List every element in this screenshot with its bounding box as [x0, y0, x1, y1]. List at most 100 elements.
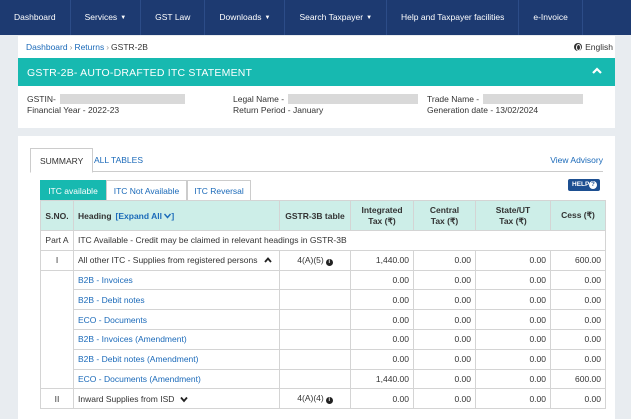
chevron-down-icon[interactable]	[180, 395, 189, 403]
section-1-heading[interactable]: All other ITC - Supplies from registered…	[73, 249, 280, 271]
gstin-field: GSTIN-	[27, 94, 185, 104]
help-label: HELP	[572, 181, 590, 188]
empty-cell	[40, 309, 74, 330]
chevron-up-icon[interactable]	[263, 256, 272, 264]
cell-integrated: 0.00	[350, 348, 414, 370]
col-state-tax: State/UT Tax (₹)	[475, 200, 551, 231]
cell-cess: 600.00	[550, 368, 606, 390]
tab-itc-reversal[interactable]: ITC Reversal	[187, 180, 251, 200]
top-nav: Dashboard Services ▼ GST Law Downloads ▼ S…	[0, 0, 631, 35]
info-icon[interactable]: i	[325, 397, 333, 405]
section-2-integrated: 0.00	[350, 388, 414, 410]
nav-gst-law[interactable]: GST Law	[141, 0, 206, 35]
expand-all-link[interactable]: [Expand All ]	[115, 210, 175, 221]
view-advisory-link[interactable]: View Advisory	[550, 155, 603, 165]
breadcrumb-returns[interactable]: Returns	[74, 42, 105, 52]
empty-cell	[279, 269, 351, 291]
breadcrumb: Dashboard › Returns › GSTR-2B	[26, 42, 148, 52]
info-icon[interactable]: i	[325, 258, 333, 266]
link-b2b-debit-notes-amendment[interactable]: B2B - Debit notes (Amendment)	[73, 348, 280, 370]
empty-cell	[279, 348, 351, 370]
section-2-central: 0.00	[413, 388, 476, 410]
nav-gst-law-label: GST Law	[155, 12, 191, 22]
section-2-heading[interactable]: Inward Supplies from ISD	[73, 388, 280, 410]
redacted-value	[483, 94, 584, 104]
caret-down-icon: ▼	[120, 15, 127, 21]
caret-down-icon: ▼	[366, 15, 373, 21]
language-selector[interactable]: English	[574, 42, 613, 52]
link-b2b-invoices-amendment[interactable]: B2B - Invoices (Amendment)	[73, 328, 280, 350]
cell-state: 0.00	[475, 289, 551, 311]
col-heading: Heading [Expand All ]	[73, 200, 280, 231]
section-2-cess: 0.00	[550, 388, 606, 410]
nav-dashboard[interactable]: Dashboard	[0, 0, 71, 35]
cell-integrated: 0.00	[350, 309, 414, 330]
return-period: Return Period - January	[233, 105, 324, 115]
redacted-value	[59, 94, 185, 104]
breadcrumb-separator: ›	[69, 42, 73, 52]
link-b2b-debit-notes[interactable]: B2B - Debit notes	[73, 289, 280, 311]
empty-cell	[40, 329, 74, 350]
section-1-gstr3b: 4(A)(5) i	[279, 249, 351, 271]
tab-itc-not-available[interactable]: ITC Not Available	[106, 180, 187, 200]
link-eco-documents[interactable]: ECO - Documents	[73, 309, 280, 330]
redacted-value	[288, 94, 419, 104]
empty-cell	[40, 349, 74, 370]
nav-search-taxpayer-label: Search Taxpayer	[299, 12, 364, 22]
col-sno: S.NO.	[40, 200, 74, 231]
help-button[interactable]: HELP?	[568, 179, 600, 191]
cell-state: 0.00	[475, 309, 551, 330]
section-2-table-ref: 4(A)(4)	[297, 393, 324, 404]
tab-itc-available[interactable]: ITC available	[40, 180, 106, 200]
part-a-sno: Part A	[40, 230, 74, 251]
chevron-up-icon[interactable]	[591, 65, 603, 77]
cell-central: 0.00	[413, 269, 476, 291]
nav-downloads[interactable]: Downloads ▼	[205, 0, 286, 35]
link-b2b-invoices[interactable]: B2B - Invoices	[73, 269, 280, 291]
section-2-gstr3b: 4(A)(4) i	[279, 388, 351, 410]
gstin-label: GSTIN-	[27, 94, 56, 104]
nav-e-invoice-label: e-Invoice	[533, 12, 568, 22]
cell-state: 0.00	[475, 368, 551, 390]
section-1-central: 0.00	[413, 249, 476, 271]
cell-cess: 0.00	[550, 348, 606, 370]
main-tabs: SUMMARY ALL TABLES View Advisory	[30, 148, 603, 173]
nav-e-invoice[interactable]: e-Invoice	[519, 0, 583, 35]
cell-central: 0.00	[413, 289, 476, 311]
section-1-table-ref: 4(A)(5)	[297, 254, 324, 265]
empty-cell	[279, 328, 351, 350]
col-heading-label: Heading	[78, 210, 112, 221]
cell-cess: 0.00	[550, 289, 606, 311]
breadcrumb-separator: ›	[106, 42, 110, 52]
breadcrumb-dashboard[interactable]: Dashboard	[26, 42, 68, 52]
question-icon: ?	[589, 181, 597, 189]
breadcrumb-current: GSTR-2B	[111, 42, 148, 52]
tab-summary[interactable]: SUMMARY	[30, 148, 94, 173]
nav-search-taxpayer[interactable]: Search Taxpayer ▼	[285, 0, 388, 35]
caret-down-icon: ▼	[264, 15, 271, 21]
nav-help-facilities-label: Help and Taxpayer facilities	[401, 12, 505, 22]
link-eco-documents-amendment[interactable]: ECO - Documents (Amendment)	[73, 368, 280, 390]
col-cess: Cess (₹)	[550, 200, 606, 231]
col-central-tax: Central Tax (₹)	[413, 200, 476, 231]
cell-integrated: 0.00	[350, 289, 414, 311]
nav-help-facilities[interactable]: Help and Taxpayer facilities	[387, 0, 520, 35]
part-a-description: ITC Available - Credit may be claimed in…	[73, 230, 606, 251]
section-1-integrated: 1,440.00	[350, 249, 414, 271]
nav-services[interactable]: Services ▼	[71, 0, 142, 35]
statement-header: GSTR-2B- AUTO-DRAFTED ITC STATEMENT	[18, 58, 615, 86]
nav-dashboard-label: Dashboard	[14, 12, 56, 22]
trade-name-field: Trade Name -	[427, 94, 584, 104]
empty-cell	[279, 309, 351, 330]
empty-cell	[279, 368, 351, 390]
nav-downloads-label: Downloads	[219, 12, 262, 22]
trade-name-label: Trade Name -	[427, 94, 480, 104]
breadcrumb-bar: Dashboard › Returns › GSTR-2B English	[18, 36, 615, 58]
section-1-heading-label: All other ITC - Supplies from registered…	[78, 255, 258, 266]
section-1-sno: I	[40, 249, 74, 271]
legal-name-label: Legal Name -	[233, 94, 285, 104]
section-2-heading-label: Inward Supplies from ISD	[78, 393, 175, 404]
tab-all-tables[interactable]: ALL TABLES	[94, 155, 143, 165]
table-row-b2b-debit-notes-amendment: B2B - Debit notes (Amendment) 0.00 0.00 …	[40, 348, 606, 370]
summary-panel: SUMMARY ALL TABLES View Advisory ITC ava…	[18, 136, 615, 419]
